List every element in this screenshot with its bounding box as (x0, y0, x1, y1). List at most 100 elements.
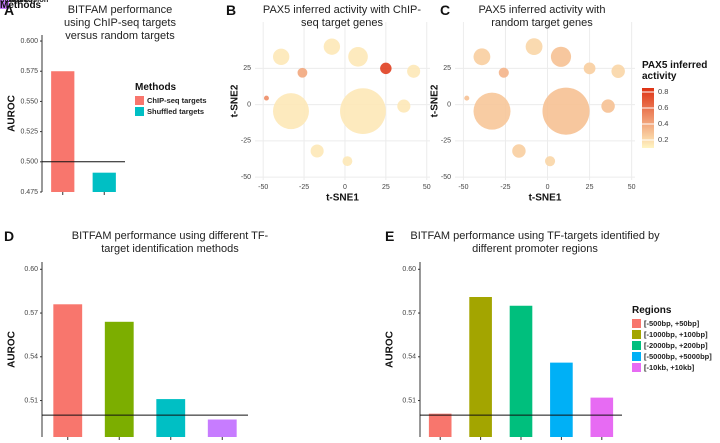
x-tick-label: -50 (458, 184, 468, 191)
legend-swatch (632, 341, 641, 350)
colorbar-label: 0.4 (658, 119, 668, 128)
bar (550, 362, 573, 437)
legend-swatch (632, 363, 641, 372)
legend-label: [-5000bp, +5000bp] (644, 352, 712, 361)
bar (92, 172, 116, 192)
cluster-point (583, 62, 596, 75)
x-tick-label: 25 (586, 184, 594, 191)
chart-title: BITFAM performance using TF-targets iden… (410, 230, 660, 255)
colorbar (642, 88, 654, 148)
panel-label: C (440, 2, 451, 18)
y-axis-label: t-SNE2 (430, 84, 441, 117)
cluster-point (525, 38, 543, 56)
cluster-point (310, 144, 324, 158)
cluster-point (601, 99, 615, 113)
legend-swatch (0, 0, 9, 9)
y-tick-label: 0.475 (20, 189, 38, 196)
panel-label: B (226, 2, 237, 18)
y-tick-label: 0 (447, 101, 451, 108)
panel-label: A (4, 2, 15, 18)
cluster-point (380, 62, 392, 75)
y-tick-label: -25 (241, 138, 251, 145)
chart-title: PAX5 inferred activity with ChIP-seq tar… (262, 4, 422, 29)
x-tick-label: 0 (546, 184, 550, 191)
bar (428, 413, 452, 437)
panel-label: E (385, 228, 395, 244)
cluster-point (464, 95, 470, 101)
y-axis-label: AUROC (7, 331, 18, 368)
cluster-point (397, 99, 411, 113)
y-tick-label: 0.54 (402, 354, 416, 361)
cluster-point (550, 46, 572, 67)
cluster-point (272, 48, 290, 65)
panel-label: D (4, 228, 15, 244)
y-tick-label: 0.60 (24, 266, 38, 273)
legend-label: ChIP-eat (0, 0, 31, 4)
legend-swatch (135, 107, 144, 116)
bar (207, 419, 237, 437)
cluster-point (323, 38, 341, 55)
x-tick-label: 25 (382, 184, 390, 191)
x-tick-label: -50 (258, 184, 268, 191)
cluster-point (272, 93, 309, 130)
legend-label: motifs (0, 0, 23, 4)
legend-label: Shuffled targets (147, 107, 204, 116)
chart-title: BITFAM performance using different TF-ta… (71, 230, 269, 255)
colorbar-label: 0.6 (658, 103, 668, 112)
legend-title: Methods (135, 82, 177, 93)
legend-label: [-10kb, +10kb] (644, 363, 695, 372)
legend-label: [-1000bp, +100bp] (644, 330, 708, 339)
bar (590, 397, 614, 437)
x-tick-label: -25 (299, 184, 309, 191)
y-axis-label: t-SNE2 (230, 84, 241, 117)
x-tick-label: 0 (343, 184, 347, 191)
legend-label: [-2000bp, +200bp] (644, 341, 708, 350)
cluster-point (473, 92, 511, 130)
cluster-point (297, 67, 308, 78)
cluster-point (340, 88, 386, 135)
y-tick-label: 25 (243, 65, 251, 72)
legend-swatch (632, 352, 641, 361)
x-tick-label: 50 (423, 184, 431, 191)
y-tick-label: 0.51 (24, 397, 38, 404)
cluster-point (263, 95, 269, 101)
colorbar-title: PAX5 inferred activity (642, 60, 708, 82)
legend-label: ChIP-seq (0, 0, 33, 4)
y-tick-label: 0.57 (402, 310, 416, 317)
cluster-point (545, 156, 556, 167)
x-axis-label: t-SNE1 (529, 193, 562, 204)
colorbar-label: 0.8 (658, 87, 668, 96)
x-tick-label: -25 (500, 184, 510, 191)
bar (469, 297, 492, 437)
legend-swatch (632, 330, 641, 339)
y-axis-label: AUROC (385, 331, 396, 368)
cluster-point (407, 64, 421, 78)
legend-title: Regions (632, 305, 672, 316)
y-tick-label: 0.525 (20, 128, 38, 135)
bar (509, 305, 533, 437)
y-tick-label: 0.600 (20, 38, 38, 45)
legend-label: ChIP-seq targets (147, 96, 207, 105)
y-tick-label: -50 (241, 174, 251, 181)
bar (104, 321, 134, 437)
chart-title: BITFAM performance using ChIP-seq target… (64, 4, 176, 42)
legend-swatch (135, 96, 144, 105)
y-axis-label: AUROC (7, 95, 18, 132)
cluster-point (542, 87, 590, 135)
cluster-point (473, 48, 491, 66)
colorbar-label: 0.2 (658, 135, 668, 144)
cluster-point (611, 64, 625, 79)
cluster-point (342, 156, 353, 167)
y-tick-label: 25 (443, 65, 451, 72)
y-tick-label: -25 (441, 138, 451, 145)
legend-label: coexpression (0, 0, 49, 4)
y-tick-label: 0.54 (24, 354, 38, 361)
x-axis-label: t-SNE1 (326, 193, 359, 204)
y-tick-label: 0.575 (20, 68, 38, 75)
bar (156, 399, 186, 437)
y-tick-label: 0 (247, 101, 251, 108)
y-tick-label: 0.500 (20, 159, 38, 166)
cluster-point (512, 144, 526, 158)
